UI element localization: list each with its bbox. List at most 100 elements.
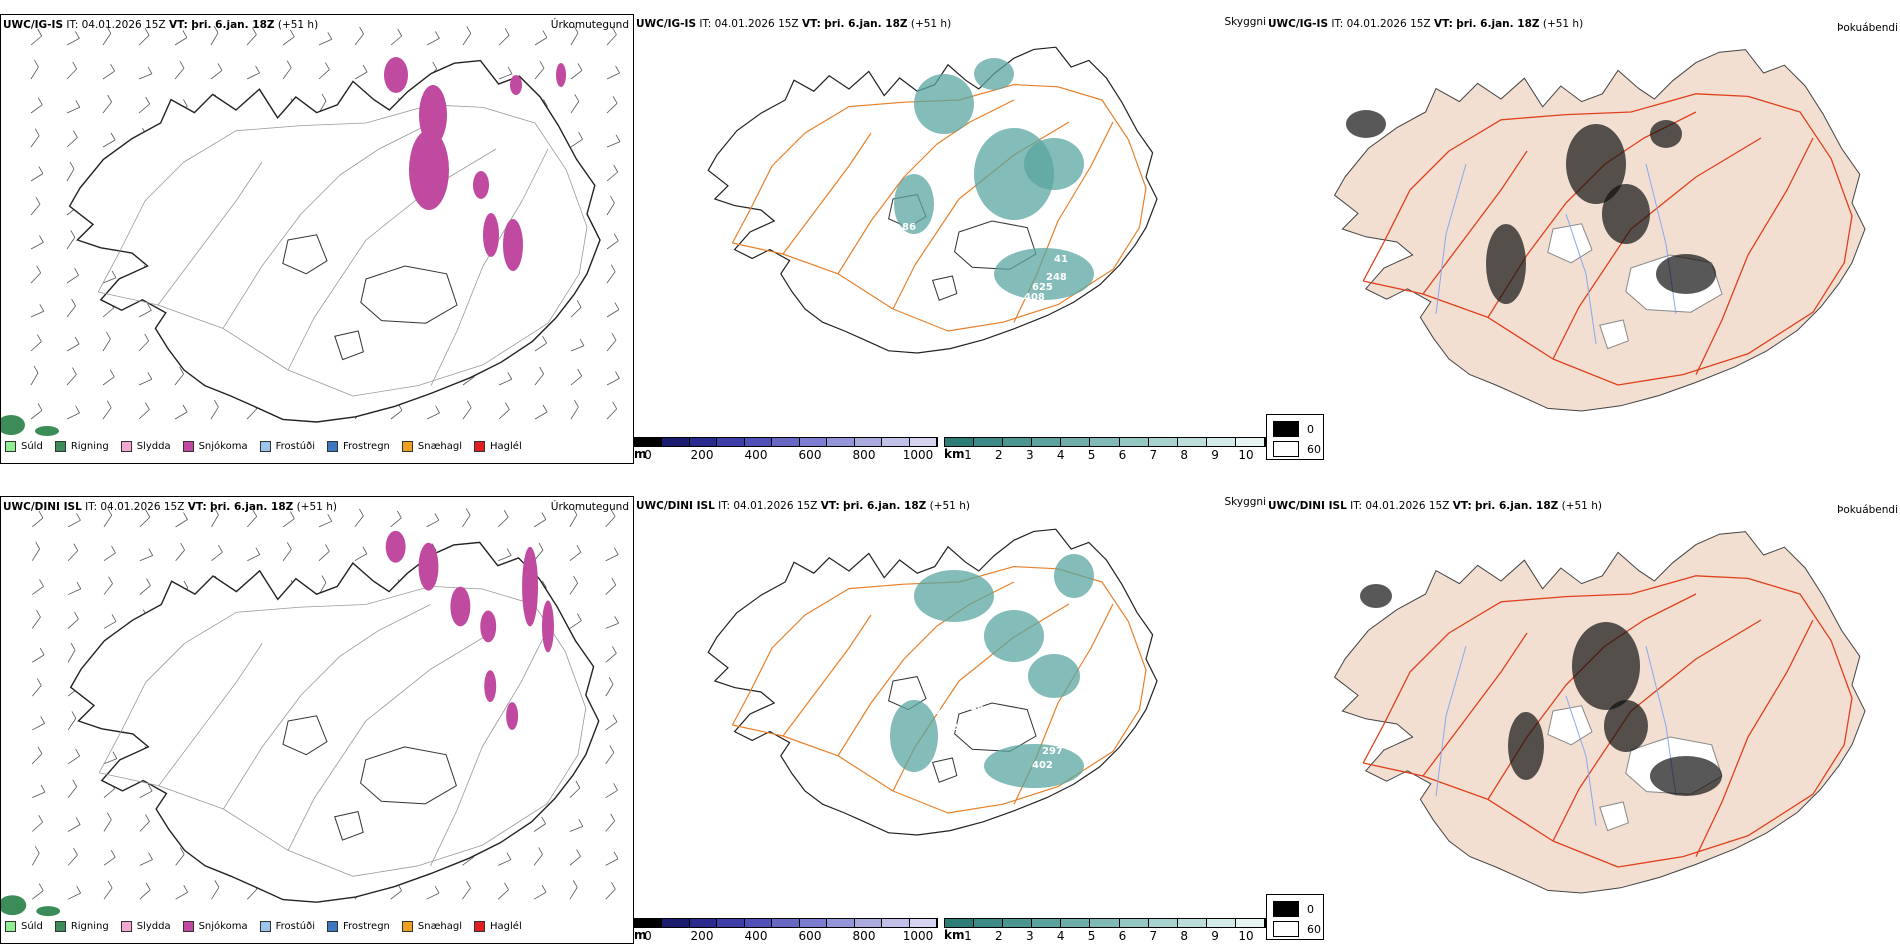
visibility-colorbar: km 1 2 3 4 5 6 7 8 9 10 [944,437,1266,467]
legend-swatch [327,921,338,932]
colorbar-tick-label: 600 [798,929,822,943]
fog-index-legend: 0 60 [1266,414,1324,460]
colorbar-strip [634,437,938,447]
colorbar-segment [974,438,1004,446]
colorbar-tick-label: 8 [1180,448,1189,462]
colorbar-tick-label: 3 [1025,448,1034,462]
colorbar-tick-label: 5 [1087,929,1096,943]
colorbar-segment [689,438,718,446]
colorbar-segment [945,438,975,446]
colorbar-segment [1206,438,1236,446]
cloud-base-colorbar: m 0 200 400 600 800 1000 [634,437,938,467]
panel-header: UWC/IG-IS IT: 04.01.2026 15Z VT: þri. 6.… [636,18,952,30]
iceland-map-cloud: 56 62 38 885 97 297 402 [707,528,1158,836]
colorbar-segment [1235,438,1266,446]
cloud-base-label: 62 [944,722,958,733]
colorbar-unit: km [944,928,965,942]
legend-swatch [5,441,16,452]
snow-area [541,600,554,653]
snow-area [484,670,497,703]
colorbar-tick-label: 1 [964,929,972,943]
fog-legend-label: 60 [1307,442,1321,456]
panel-title: Þokuábendi [1837,504,1898,516]
colorbar-tick-label: 1 [964,448,972,462]
colorbar-tick-label: 9 [1211,929,1219,943]
snow-area [419,85,447,145]
snow-area [483,213,499,257]
colorbar-segment [1003,438,1033,446]
legend-label: Snæhagl [417,921,463,932]
panel-title: Úrkomutegund [550,501,629,513]
panel-header: UWC/DINI ISL IT: 04.01.2026 15Z VT: þri.… [3,501,337,513]
fog-legend-label: 0 [1307,902,1314,916]
legend-swatch [54,921,66,932]
colorbar-tick-label: 7 [1149,929,1158,943]
colorbar-segment [1148,919,1178,927]
fog-legend-row: 0 [1273,901,1314,917]
legend-item: Súld [5,441,43,452]
iceland-map-fog [1333,49,1866,412]
precip-type-legend: Súld Rigning Slydda Snjókoma Frostúði Frostre… [5,441,522,452]
colorbar-segment [827,438,855,446]
colorbar-segment [772,919,800,927]
fog-area [1650,756,1722,796]
cloud-base-label: 38 [970,702,984,713]
colorbar-segment [974,919,1004,927]
cloud-base-label: 297 [1042,746,1063,757]
legend-label: Slydda [136,441,171,452]
colorbar-segment [854,438,883,446]
low-cloud-area [1028,654,1080,698]
legend-label: Haglél [490,921,522,932]
colorbar-tick-label: 3 [1025,929,1034,943]
colorbar-tick-label: 7 [1149,448,1158,462]
colorbar-segment [799,919,828,927]
colorbar-tick-label: 4 [1056,929,1065,943]
fog-legend-swatch [1273,901,1299,917]
panel-header: UWC/DINI ISL IT: 04.01.2026 15Z VT: þri.… [1268,500,1602,512]
low-cloud-area [984,744,1084,788]
legend-item: Snjókoma [182,921,248,932]
legend-label: Súld [21,441,43,452]
legend-label: Rigning [70,921,109,932]
colorbar-segment [1206,919,1236,927]
cloud-base-label: 408 [1024,292,1045,303]
snow-area [450,586,471,627]
colorbar-segment [1032,438,1062,446]
legend-label: Snæhagl [417,441,463,452]
legend-item: Frostregn [327,921,390,932]
fog-area [1656,254,1716,294]
colorbar-segment [882,919,910,927]
legend-label: Snjókoma [198,921,248,932]
colorbar-strip [944,437,1266,447]
low-cloud-area [974,58,1014,90]
colorbar-segment [635,919,663,927]
legend-item: Rigning [54,441,109,452]
colorbar-tick-label: 400 [744,448,768,462]
legend-label: Frostregn [343,921,390,932]
colorbar-segment [909,438,937,446]
colorbar-segment [1090,438,1120,446]
legend-item: Snjókoma [182,441,248,452]
low-cloud-area [1054,554,1094,598]
legend-label: Frostregn [343,441,390,452]
colorbar-unit: km [944,447,965,461]
snow-area [506,702,519,730]
colorbar-tick-label: 8 [1180,929,1189,943]
precip-panel-row2: UWC/DINI ISL IT: 04.01.2026 15Z VT: þri.… [0,496,634,944]
cloud-base-label: 41 [1054,254,1068,265]
legend-swatch [54,441,66,452]
panel-header: UWC/IG-IS IT: 04.01.2026 15Z VT: þri. 6.… [3,19,319,31]
colorbar-segment [1032,919,1062,927]
panel-header: UWC/DINI ISL IT: 04.01.2026 15Z VT: þri.… [636,500,970,512]
cloud-base-label: 248 [1046,272,1067,283]
colorbar-segment [1003,919,1033,927]
fog-legend-row: 0 [1273,421,1314,437]
legend-label: Haglél [490,441,522,452]
colorbar-segment [854,919,883,927]
colorbar-tick-label: 6 [1118,448,1127,462]
fog-legend-label: 0 [1307,422,1314,436]
snow-area [409,130,449,210]
iceland-map-fog [1333,531,1866,894]
fog-area [1566,124,1626,204]
